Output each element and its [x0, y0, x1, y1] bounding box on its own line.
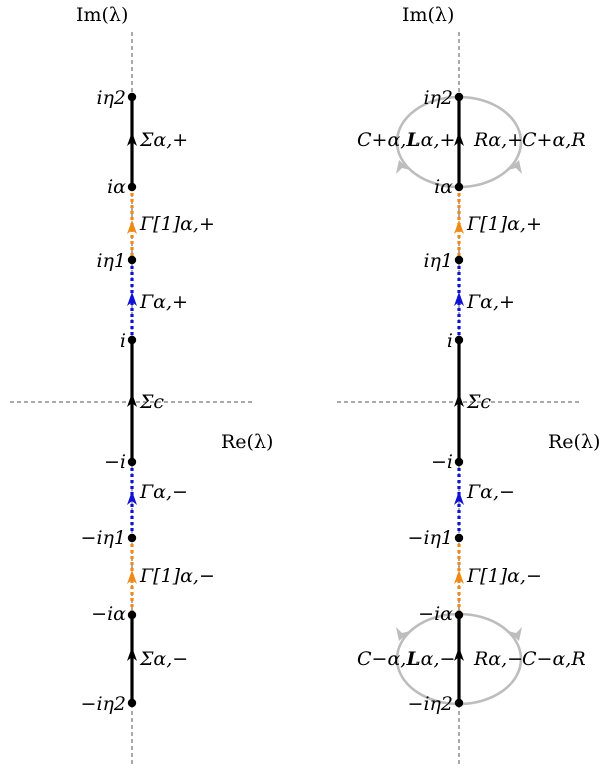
label-gamma1-alpha-plus-r: Γ[1]α,+ [466, 213, 542, 235]
point-neg-i-r [454, 457, 464, 467]
point-i-alpha [127, 182, 137, 192]
arrow-gamma-alpha-plus [127, 292, 137, 306]
arrow-sigma-alpha-minus [127, 647, 137, 661]
arrow-gamma-alpha-plus-r [454, 292, 464, 306]
label-neg-i-eta2: −iη2 [81, 693, 126, 715]
label-i: i [120, 330, 126, 352]
label-r-plus: Rα,+ [473, 129, 523, 151]
point-i-alpha-r [454, 182, 464, 192]
label-c-minus-l: C−α,L [357, 648, 419, 670]
arrow-sigma-c-r [454, 393, 464, 407]
label-neg-i-eta1: −iη1 [81, 527, 126, 549]
arrow-sigma-alpha-minus-r [454, 647, 464, 661]
point-i-eta1-r [454, 255, 464, 265]
arrow-gamma1-alpha-plus [127, 220, 137, 234]
loop-lower-arrow-right [508, 627, 522, 641]
point-i-r [454, 335, 464, 345]
label-neg-i-alpha-r: −iα [418, 603, 453, 625]
arrow-gamma-alpha-minus-r [454, 491, 464, 505]
arrow-sigma-c [127, 393, 137, 407]
point-neg-i-alpha [127, 610, 137, 620]
point-neg-i-eta2-r [454, 698, 464, 708]
point-neg-i-eta2 [127, 698, 137, 708]
label-sigma-c-r: Σc [466, 391, 491, 413]
right-panel: Im(λ) Re(λ) iη2 iα iη1 i −i −iη1 −iα −iη… [337, 4, 600, 766]
label-sigma-alpha-minus: Σα,− [139, 648, 188, 670]
label-gamma-alpha-plus-r: Γα,+ [466, 291, 515, 313]
loop-lower-arrow-left [396, 627, 410, 641]
label-gamma-alpha-minus: Γα,− [139, 481, 188, 503]
label-neg-i: −i [104, 451, 126, 473]
point-neg-i-eta1 [127, 533, 137, 543]
label-sigma-c: Σc [139, 391, 164, 413]
arrow-gamma1-alpha-plus-r [454, 220, 464, 234]
im-axis-label: Im(λ) [76, 4, 128, 26]
arrow-gamma-alpha-minus [127, 491, 137, 505]
label-r-minus: Rα,− [473, 648, 523, 670]
label-l-plus: Lα,+ [407, 129, 455, 151]
label-gamma1-alpha-minus: Γ[1]α,− [139, 565, 215, 587]
label-c-plus-l: C+α,L [357, 129, 419, 151]
label-i-r: i [447, 330, 453, 352]
label-c-plus-r: C+α,R [522, 129, 586, 151]
im-axis-label-r: Im(λ) [402, 4, 454, 26]
loop-upper-arrow-right [508, 160, 522, 174]
label-c-minus-r: C−α,R [522, 648, 586, 670]
point-i-eta2-r [454, 92, 464, 102]
point-neg-i [127, 457, 137, 467]
point-i [127, 335, 137, 345]
point-i-eta2 [127, 92, 137, 102]
point-i-eta1 [127, 255, 137, 265]
label-gamma1-alpha-minus-r: Γ[1]α,− [466, 565, 542, 587]
arrow-gamma1-alpha-minus-r [454, 570, 464, 584]
label-i-alpha-r: iα [434, 176, 453, 198]
label-gamma-alpha-minus-r: Γα,− [466, 481, 515, 503]
loop-upper-arrow-left [396, 160, 410, 174]
label-sigma-alpha-plus: Σα,+ [139, 129, 188, 151]
point-neg-i-eta1-r [454, 533, 464, 543]
label-i-eta1-r: iη1 [423, 250, 453, 272]
arrow-sigma-alpha-plus-r [454, 132, 464, 146]
label-neg-i-eta2-r: −iη2 [408, 693, 453, 715]
left-panel: Im(λ) Re(λ) iη2 iα iη1 i −i −iη1 −iα −iη… [10, 4, 273, 766]
label-i-eta2: iη2 [96, 87, 126, 109]
re-axis-label: Re(λ) [221, 431, 273, 453]
point-neg-i-alpha-r [454, 610, 464, 620]
label-gamma-alpha-plus: Γα,+ [139, 291, 188, 313]
label-l-minus: Lα,− [407, 648, 455, 670]
arrow-sigma-alpha-plus [127, 132, 137, 146]
label-neg-i-r: −i [431, 451, 453, 473]
label-gamma1-alpha-plus: Γ[1]α,+ [139, 213, 215, 235]
label-neg-i-eta1-r: −iη1 [408, 527, 453, 549]
re-axis-label-r: Re(λ) [548, 431, 600, 453]
label-i-eta1: iη1 [96, 250, 126, 272]
label-i-eta2-r: iη2 [423, 87, 453, 109]
arrow-gamma1-alpha-minus [127, 570, 137, 584]
label-neg-i-alpha: −iα [91, 603, 126, 625]
label-i-alpha: iα [107, 176, 126, 198]
